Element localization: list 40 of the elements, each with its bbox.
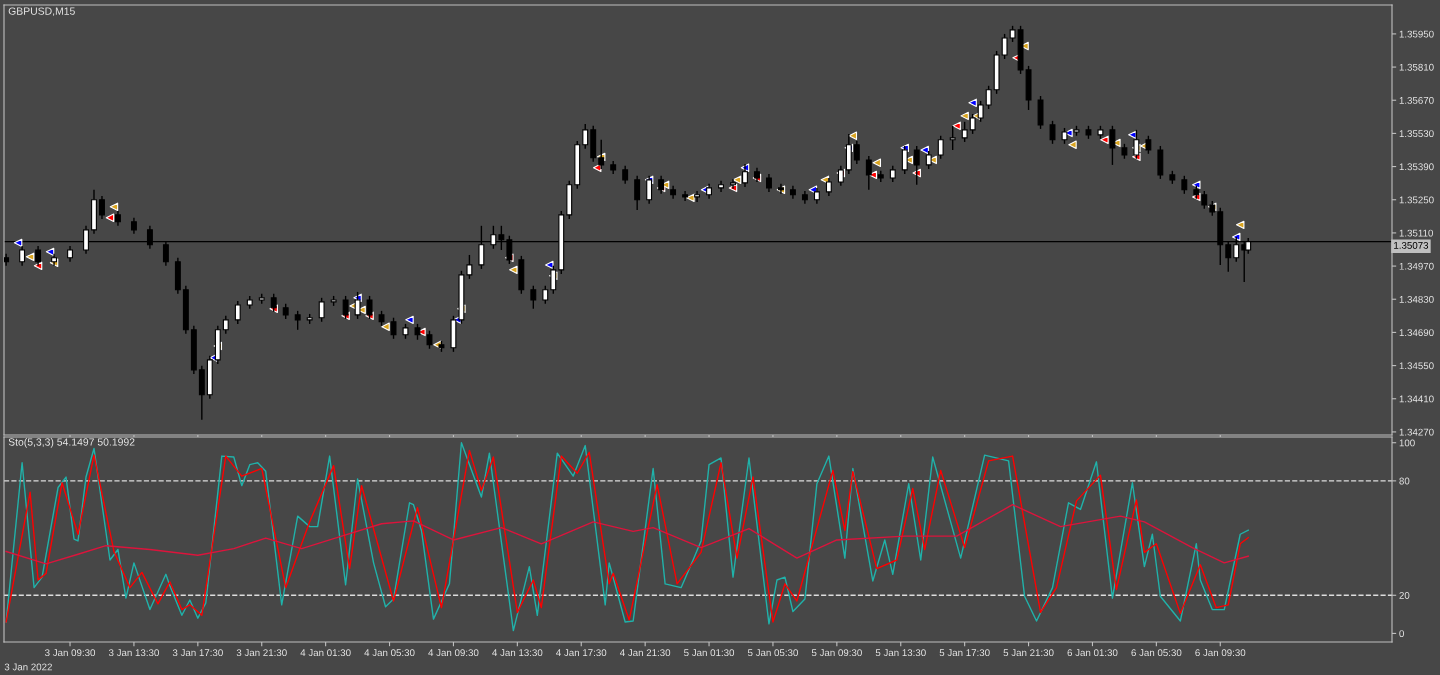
x-tick-label: 5 Jan 13:30 xyxy=(875,649,926,657)
x-tick-label: 5 Jan 01:30 xyxy=(684,649,735,657)
ref-line-label: 1.35073 xyxy=(1394,241,1429,249)
chart-title: GBPUSD,M15 xyxy=(8,7,75,17)
y-tick-label: 80 xyxy=(1399,477,1410,485)
y-tick-label: 1.34970 xyxy=(1399,262,1434,270)
x-tick-label: 5 Jan 21:30 xyxy=(1003,649,1054,657)
y-tick-label: 1.35250 xyxy=(1399,196,1434,204)
y-tick-label: 1.35810 xyxy=(1399,63,1434,71)
x-tick-label: 5 Jan 05:30 xyxy=(747,649,798,657)
x-tick-label: 3 Jan 13:30 xyxy=(108,649,159,657)
y-tick-label: 0 xyxy=(1399,630,1404,638)
y-tick-label: 1.34690 xyxy=(1399,329,1434,337)
chart-title: Sto(5,3,3) 54.1497 50.1992 xyxy=(8,438,135,448)
y-tick-label: 20 xyxy=(1399,592,1410,599)
x-tick-label: 4 Jan 13:30 xyxy=(492,649,543,657)
text: 3 Jan 2022 xyxy=(4,663,52,671)
y-tick-label: 1.35390 xyxy=(1399,163,1434,171)
x-tick-label: 4 Jan 01:30 xyxy=(300,649,351,657)
x-tick-label: 5 Jan 09:30 xyxy=(811,649,862,657)
x-tick-label: 4 Jan 05:30 xyxy=(364,649,415,657)
y-tick-label: 1.34830 xyxy=(1399,295,1434,303)
y-tick-label: 1.34270 xyxy=(1399,428,1434,436)
x-tick-label: 6 Jan 09:30 xyxy=(1195,649,1246,657)
x-tick-label: 3 Jan 17:30 xyxy=(172,649,223,657)
x-tick-label: 4 Jan 21:30 xyxy=(619,649,671,657)
y-tick-label: 1.35670 xyxy=(1399,96,1434,104)
x-tick-label: 6 Jan 05:30 xyxy=(1131,649,1182,657)
y-tick-label: 1.35950 xyxy=(1399,30,1434,38)
x-tick-label: 6 Jan 01:30 xyxy=(1067,649,1118,657)
x-tick-label: 4 Jan 17:30 xyxy=(556,649,607,657)
y-tick-label: 1.35530 xyxy=(1399,130,1434,138)
y-tick-label: 1.34550 xyxy=(1399,362,1434,370)
y-tick-label: 100 xyxy=(1399,439,1415,447)
x-tick-label: 4 Jan 09:30 xyxy=(428,649,479,657)
y-tick-label: 1.34410 xyxy=(1399,395,1434,403)
x-tick-label: 3 Jan 21:30 xyxy=(236,649,287,657)
x-tick-label: 5 Jan 17:30 xyxy=(939,649,990,657)
x-tick-label: 3 Jan 09:30 xyxy=(45,649,96,657)
y-tick-label: 1.35110 xyxy=(1399,229,1433,237)
